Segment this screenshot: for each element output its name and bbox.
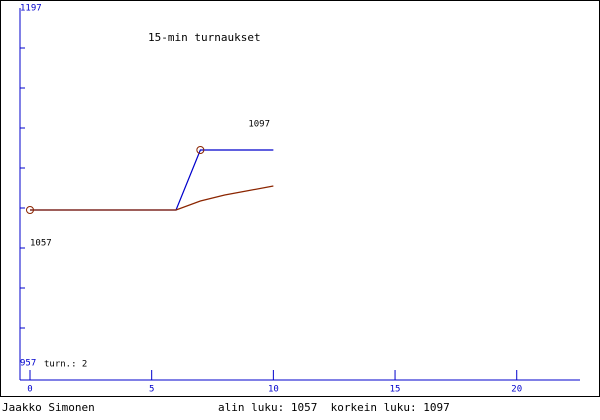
y-tick-label: 957 [20,359,36,369]
x-tick-label: 10 [268,385,279,395]
games-label: turn.: 2 [44,360,87,370]
x-tick-label: 0 [27,385,32,395]
footer: alin luku: 1057 korkein luku: 1097 [218,401,450,414]
y-tick-label: 1197 [20,4,42,14]
x-tick-label: 20 [511,385,522,395]
annotation: 1057 [30,239,52,249]
author: Jaakko Simonen [2,401,95,414]
series-line [30,185,274,211]
extreme-marker [196,146,205,154]
x-tick-label: 5 [149,385,154,395]
frame [0,0,600,397]
chart-title: 15-min turnaukset [148,31,261,44]
extreme-marker [26,206,34,214]
annotation: 1097 [248,120,270,130]
x-tick-label: 15 [390,385,401,395]
